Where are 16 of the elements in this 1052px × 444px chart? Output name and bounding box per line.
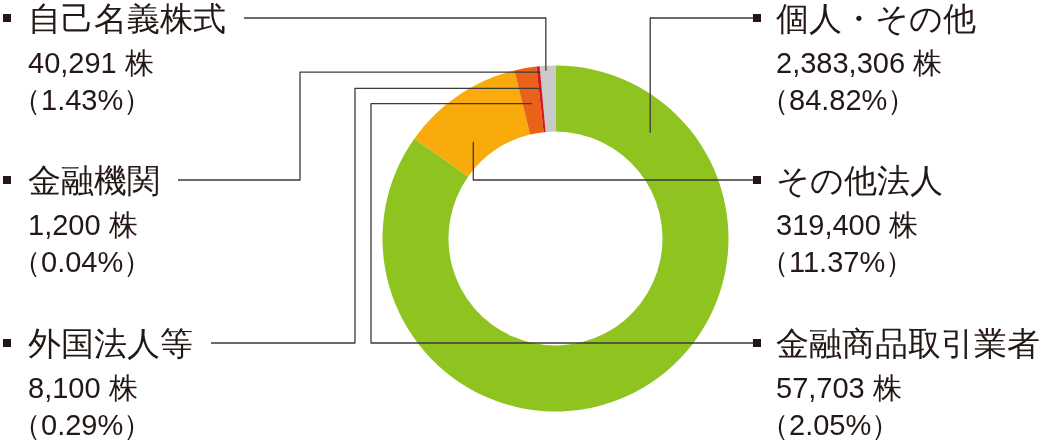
donut-slice: [539, 65, 556, 132]
slice-label: 外国法人等: [28, 324, 193, 362]
data-label: 40,291 株（1.43%）: [12, 46, 155, 118]
donut-slice: [382, 65, 729, 412]
data-label: 2,383,306 株（84.82%）: [760, 46, 944, 118]
data-label: 57,703 株（2.05%）: [760, 371, 903, 443]
slice-label: その他法人: [776, 161, 943, 199]
donut-slice: [514, 66, 544, 135]
slice-label: 金融機関: [28, 161, 160, 199]
slice-label: 個人・その他: [776, 0, 976, 37]
data-label: 8,100 株（0.29%）: [12, 371, 154, 443]
slice-label: 金融商品取引業者: [776, 324, 1040, 362]
slice-label: 自己名義株式: [28, 0, 226, 37]
data-label: 1,200 株（0.04%）: [12, 208, 154, 280]
donut-slice: [414, 70, 531, 177]
data-label: 319,400 株（11.37%）: [760, 208, 919, 280]
